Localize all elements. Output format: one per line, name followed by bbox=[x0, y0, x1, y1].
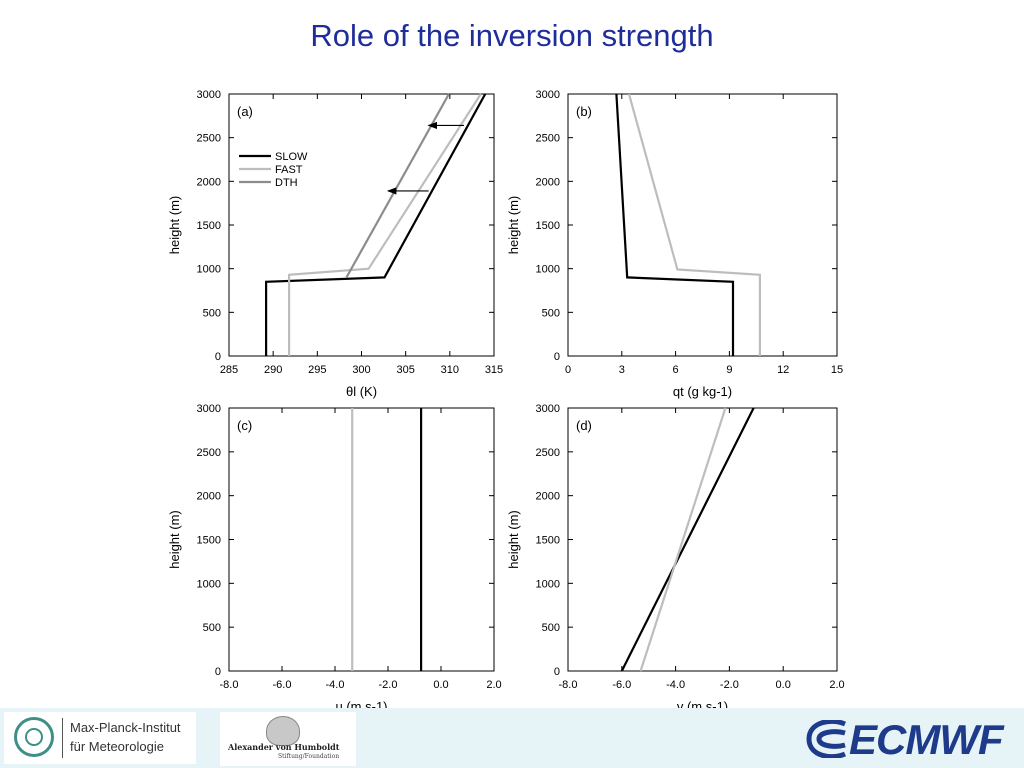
x-tick-label: -6.0 bbox=[612, 679, 631, 691]
y-tick-label: 0 bbox=[554, 666, 560, 678]
x-tick-label: 300 bbox=[352, 364, 370, 376]
mpi-emblem-icon bbox=[14, 717, 54, 757]
x-tick-label: -2.0 bbox=[379, 679, 398, 691]
x-axis-label: qt (g kg-1) bbox=[673, 384, 732, 399]
series-line-fast bbox=[288, 93, 482, 356]
y-tick-label: 1500 bbox=[536, 535, 560, 547]
y-tick-label: 500 bbox=[203, 622, 221, 634]
humboldt-logo: Alexander von Humboldt Stiftung/Foundati… bbox=[220, 712, 356, 766]
logo-divider bbox=[62, 718, 63, 758]
panel-label: (a) bbox=[237, 104, 253, 119]
y-tick-label: 500 bbox=[542, 307, 560, 319]
y-axis-label: height (m) bbox=[506, 510, 521, 569]
plot-frame bbox=[228, 93, 495, 357]
ecmwf-logo: ECMWF bbox=[805, 714, 1017, 764]
x-tick-label: 285 bbox=[220, 364, 238, 376]
panel-a: 285 290 295 300 305 310 315 0 500 1000 1500 2000 250… bbox=[167, 89, 503, 399]
x-tick-label: -8.0 bbox=[220, 679, 239, 691]
y-tick-label: 2000 bbox=[197, 176, 221, 188]
x-axis-label: u (m s-1) bbox=[336, 699, 388, 708]
y-tick-label: 1000 bbox=[536, 264, 560, 276]
y-tick-label: 3000 bbox=[536, 89, 560, 101]
y-tick-label: 2000 bbox=[536, 491, 560, 503]
y-tick-label: 2000 bbox=[197, 491, 221, 503]
y-axis-label: height (m) bbox=[506, 196, 521, 255]
mpi-logo: Max-Planck-Institut für Meteorologie bbox=[4, 712, 196, 764]
series-line-slow bbox=[265, 93, 487, 356]
x-tick-label: 315 bbox=[485, 364, 503, 376]
x-tick-label: 295 bbox=[308, 364, 326, 376]
y-tick-label: 500 bbox=[203, 307, 221, 319]
panel-label: (c) bbox=[237, 418, 252, 433]
legend-label-slow: SLOW bbox=[275, 151, 308, 163]
legend-label-dth: DTH bbox=[275, 177, 298, 189]
y-tick-label: 2500 bbox=[197, 447, 221, 459]
x-tick-label: -6.0 bbox=[273, 679, 292, 691]
plot-frame bbox=[567, 407, 838, 672]
x-tick-label: 0.0 bbox=[776, 679, 791, 691]
x-tick-label: -2.0 bbox=[720, 679, 739, 691]
y-tick-label: 500 bbox=[542, 622, 560, 634]
series-line-slow bbox=[615, 93, 735, 356]
ecmwf-wordmark: ECMWF bbox=[849, 716, 1004, 763]
chart-figure: 285 290 295 300 305 310 3150500100015002000250… bbox=[167, 89, 845, 708]
x-tick-label: 3 bbox=[619, 364, 625, 376]
y-axis-label: height (m) bbox=[167, 196, 182, 255]
series-line-slow bbox=[620, 407, 755, 672]
y-tick-label: 2500 bbox=[536, 447, 560, 459]
y-tick-label: 3000 bbox=[197, 403, 221, 415]
legend-label-fast: FAST bbox=[275, 164, 303, 176]
x-tick-label: 2.0 bbox=[486, 679, 501, 691]
series-line-dth bbox=[345, 93, 450, 278]
x-tick-label: 0 bbox=[565, 364, 571, 376]
y-tick-label: 1000 bbox=[197, 264, 221, 276]
x-tick-label: -8.0 bbox=[559, 679, 578, 691]
x-tick-label: 290 bbox=[264, 364, 282, 376]
x-axis-label: v (m s-1) bbox=[677, 699, 728, 708]
x-tick-label: 6 bbox=[673, 364, 679, 376]
plot-frame bbox=[567, 93, 838, 357]
y-tick-label: 1500 bbox=[536, 220, 560, 232]
humboldt-name: Alexander von Humboldt bbox=[228, 742, 340, 752]
panel-c: -8.0 -6.0 -4.0 -2.0 0.0 2.0 0 500 1000 1500 2000 25… bbox=[167, 403, 502, 708]
panel-b: 0 3 6 9 12 15 0 500 1000 1500 2000 2500 3000 (b) qt (g… bbox=[506, 89, 843, 399]
mpi-name-line2: für Meteorologie bbox=[70, 739, 164, 754]
series-line-fast bbox=[639, 407, 727, 672]
panel-label: (b) bbox=[576, 104, 592, 119]
y-tick-label: 1000 bbox=[536, 578, 560, 590]
y-axis-label: height (m) bbox=[167, 510, 182, 569]
y-tick-label: 0 bbox=[215, 666, 221, 678]
x-tick-label: 12 bbox=[777, 364, 789, 376]
y-tick-label: 2500 bbox=[536, 133, 560, 145]
y-tick-label: 1500 bbox=[197, 220, 221, 232]
x-tick-label: 15 bbox=[831, 364, 843, 376]
humboldt-foundation: Stiftung/Foundation bbox=[278, 753, 340, 760]
humboldt-portrait-icon bbox=[266, 716, 300, 746]
y-tick-label: 3000 bbox=[536, 403, 560, 415]
y-tick-label: 0 bbox=[554, 351, 560, 363]
slide-title: Role of the inversion strength bbox=[310, 18, 714, 53]
y-tick-label: 1000 bbox=[197, 578, 221, 590]
x-tick-label: -4.0 bbox=[326, 679, 345, 691]
panel-label: (d) bbox=[576, 418, 592, 433]
x-tick-label: 2.0 bbox=[829, 679, 844, 691]
plot-frame bbox=[228, 407, 495, 672]
y-tick-label: 1500 bbox=[197, 535, 221, 547]
panel-d: -8.0 -6.0 -4.0 -2.0 0.0 2.0 0 500 1000 1500 2000 25… bbox=[506, 403, 845, 708]
x-tick-label: 0.0 bbox=[433, 679, 448, 691]
x-axis-label: θl (K) bbox=[346, 384, 377, 399]
ecmwf-wave-icon bbox=[806, 720, 846, 758]
x-tick-label: 305 bbox=[396, 364, 414, 376]
mpi-name-line1: Max-Planck-Institut bbox=[70, 720, 181, 735]
series-line-fast bbox=[627, 93, 762, 356]
y-tick-label: 3000 bbox=[197, 89, 221, 101]
y-tick-label: 2000 bbox=[536, 176, 560, 188]
x-tick-label: 9 bbox=[726, 364, 732, 376]
y-tick-label: 2500 bbox=[197, 133, 221, 145]
x-tick-label: -4.0 bbox=[666, 679, 685, 691]
y-tick-label: 0 bbox=[215, 351, 221, 363]
x-tick-label: 310 bbox=[441, 364, 459, 376]
